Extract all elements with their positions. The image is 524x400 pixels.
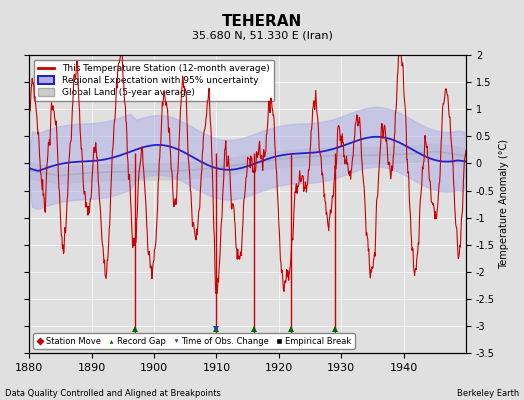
Legend: Station Move, Record Gap, Time of Obs. Change, Empirical Break: Station Move, Record Gap, Time of Obs. C… <box>34 334 355 349</box>
Text: Data Quality Controlled and Aligned at Breakpoints: Data Quality Controlled and Aligned at B… <box>5 389 221 398</box>
Y-axis label: Temperature Anomaly (°C): Temperature Anomaly (°C) <box>499 139 509 269</box>
Text: 35.680 N, 51.330 E (Iran): 35.680 N, 51.330 E (Iran) <box>192 30 332 40</box>
Text: TEHERAN: TEHERAN <box>222 14 302 29</box>
Text: Berkeley Earth: Berkeley Earth <box>456 389 519 398</box>
